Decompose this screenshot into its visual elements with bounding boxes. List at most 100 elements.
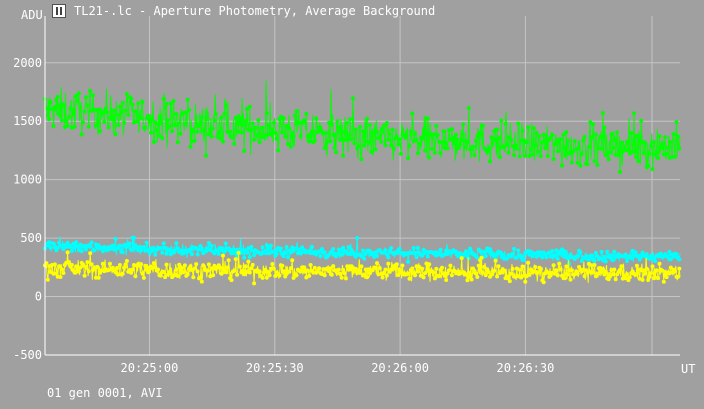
data-point (517, 154, 522, 159)
data-point (536, 149, 540, 154)
data-point (509, 138, 514, 143)
data-point (468, 246, 473, 251)
data-point (54, 97, 59, 102)
data-point (205, 268, 210, 273)
data-point (329, 122, 334, 127)
data-point (191, 275, 196, 280)
data-point (237, 121, 242, 126)
data-point (411, 246, 416, 250)
data-point (553, 253, 557, 258)
data-point (301, 265, 306, 270)
data-point (629, 256, 634, 261)
data-point (643, 271, 648, 276)
data-point (462, 145, 467, 150)
data-point (510, 266, 515, 271)
data-point (209, 266, 214, 271)
data-point (421, 247, 426, 252)
data-point (171, 99, 176, 103)
data-point (71, 112, 76, 117)
data-point (473, 138, 478, 143)
y-tick-label: 0 (35, 290, 42, 304)
data-point (602, 125, 607, 130)
data-point (540, 255, 545, 260)
data-point (627, 275, 632, 280)
data-point (199, 246, 204, 251)
data-point (319, 247, 324, 251)
data-point (359, 157, 364, 162)
data-point (144, 240, 149, 245)
data-point (167, 247, 172, 252)
data-point (249, 266, 254, 271)
data-point (625, 259, 629, 263)
data-point (88, 244, 93, 249)
data-point (660, 268, 665, 273)
data-point (85, 103, 90, 108)
data-point (237, 264, 242, 269)
data-point (488, 159, 492, 164)
data-point (430, 146, 435, 151)
data-point (656, 156, 661, 160)
data-point (267, 273, 272, 278)
data-point (206, 241, 211, 245)
data-point (126, 113, 131, 117)
data-point (117, 104, 122, 109)
data-point (640, 277, 645, 282)
data-point (394, 134, 399, 139)
data-point (593, 132, 598, 137)
data-point (92, 248, 97, 253)
data-point (373, 147, 378, 152)
data-point (219, 271, 224, 276)
data-point (318, 254, 323, 259)
data-point (283, 251, 288, 256)
data-point (127, 241, 132, 246)
data-point (263, 251, 268, 255)
data-point (615, 130, 620, 135)
data-point (206, 262, 211, 267)
data-point (288, 266, 293, 271)
data-point (618, 170, 622, 174)
data-point (338, 271, 343, 276)
data-point (247, 255, 252, 260)
data-point (384, 273, 389, 278)
data-point (184, 110, 189, 115)
data-point (146, 113, 151, 118)
data-point (660, 146, 665, 150)
data-point (331, 132, 336, 137)
data-point (445, 146, 450, 151)
data-point (486, 147, 491, 152)
data-point (305, 134, 310, 139)
data-point (151, 261, 156, 266)
data-point (404, 251, 409, 256)
data-point (133, 109, 138, 114)
data-point (670, 155, 675, 159)
data-point (182, 263, 187, 268)
data-point (105, 110, 110, 115)
data-point (151, 139, 156, 144)
data-point (79, 249, 84, 254)
data-point (136, 101, 141, 106)
data-point (389, 143, 394, 148)
data-point (423, 148, 427, 153)
data-point (153, 265, 158, 270)
data-point (146, 270, 151, 275)
data-point (582, 274, 587, 279)
data-point (435, 132, 440, 137)
data-point (209, 243, 214, 248)
data-point (571, 149, 576, 154)
data-point (382, 123, 386, 128)
data-point (185, 272, 190, 277)
data-point (438, 151, 443, 156)
data-point (239, 130, 244, 135)
data-point (380, 275, 385, 280)
data-point (461, 122, 466, 127)
data-point (591, 122, 596, 127)
data-point (271, 266, 276, 271)
light-curve-app-icon (52, 4, 66, 18)
data-point (632, 111, 637, 116)
data-point (406, 156, 411, 161)
data-point (322, 250, 327, 255)
data-point (252, 137, 257, 142)
data-point (252, 253, 257, 258)
data-point (225, 265, 230, 270)
data-point (195, 252, 200, 257)
